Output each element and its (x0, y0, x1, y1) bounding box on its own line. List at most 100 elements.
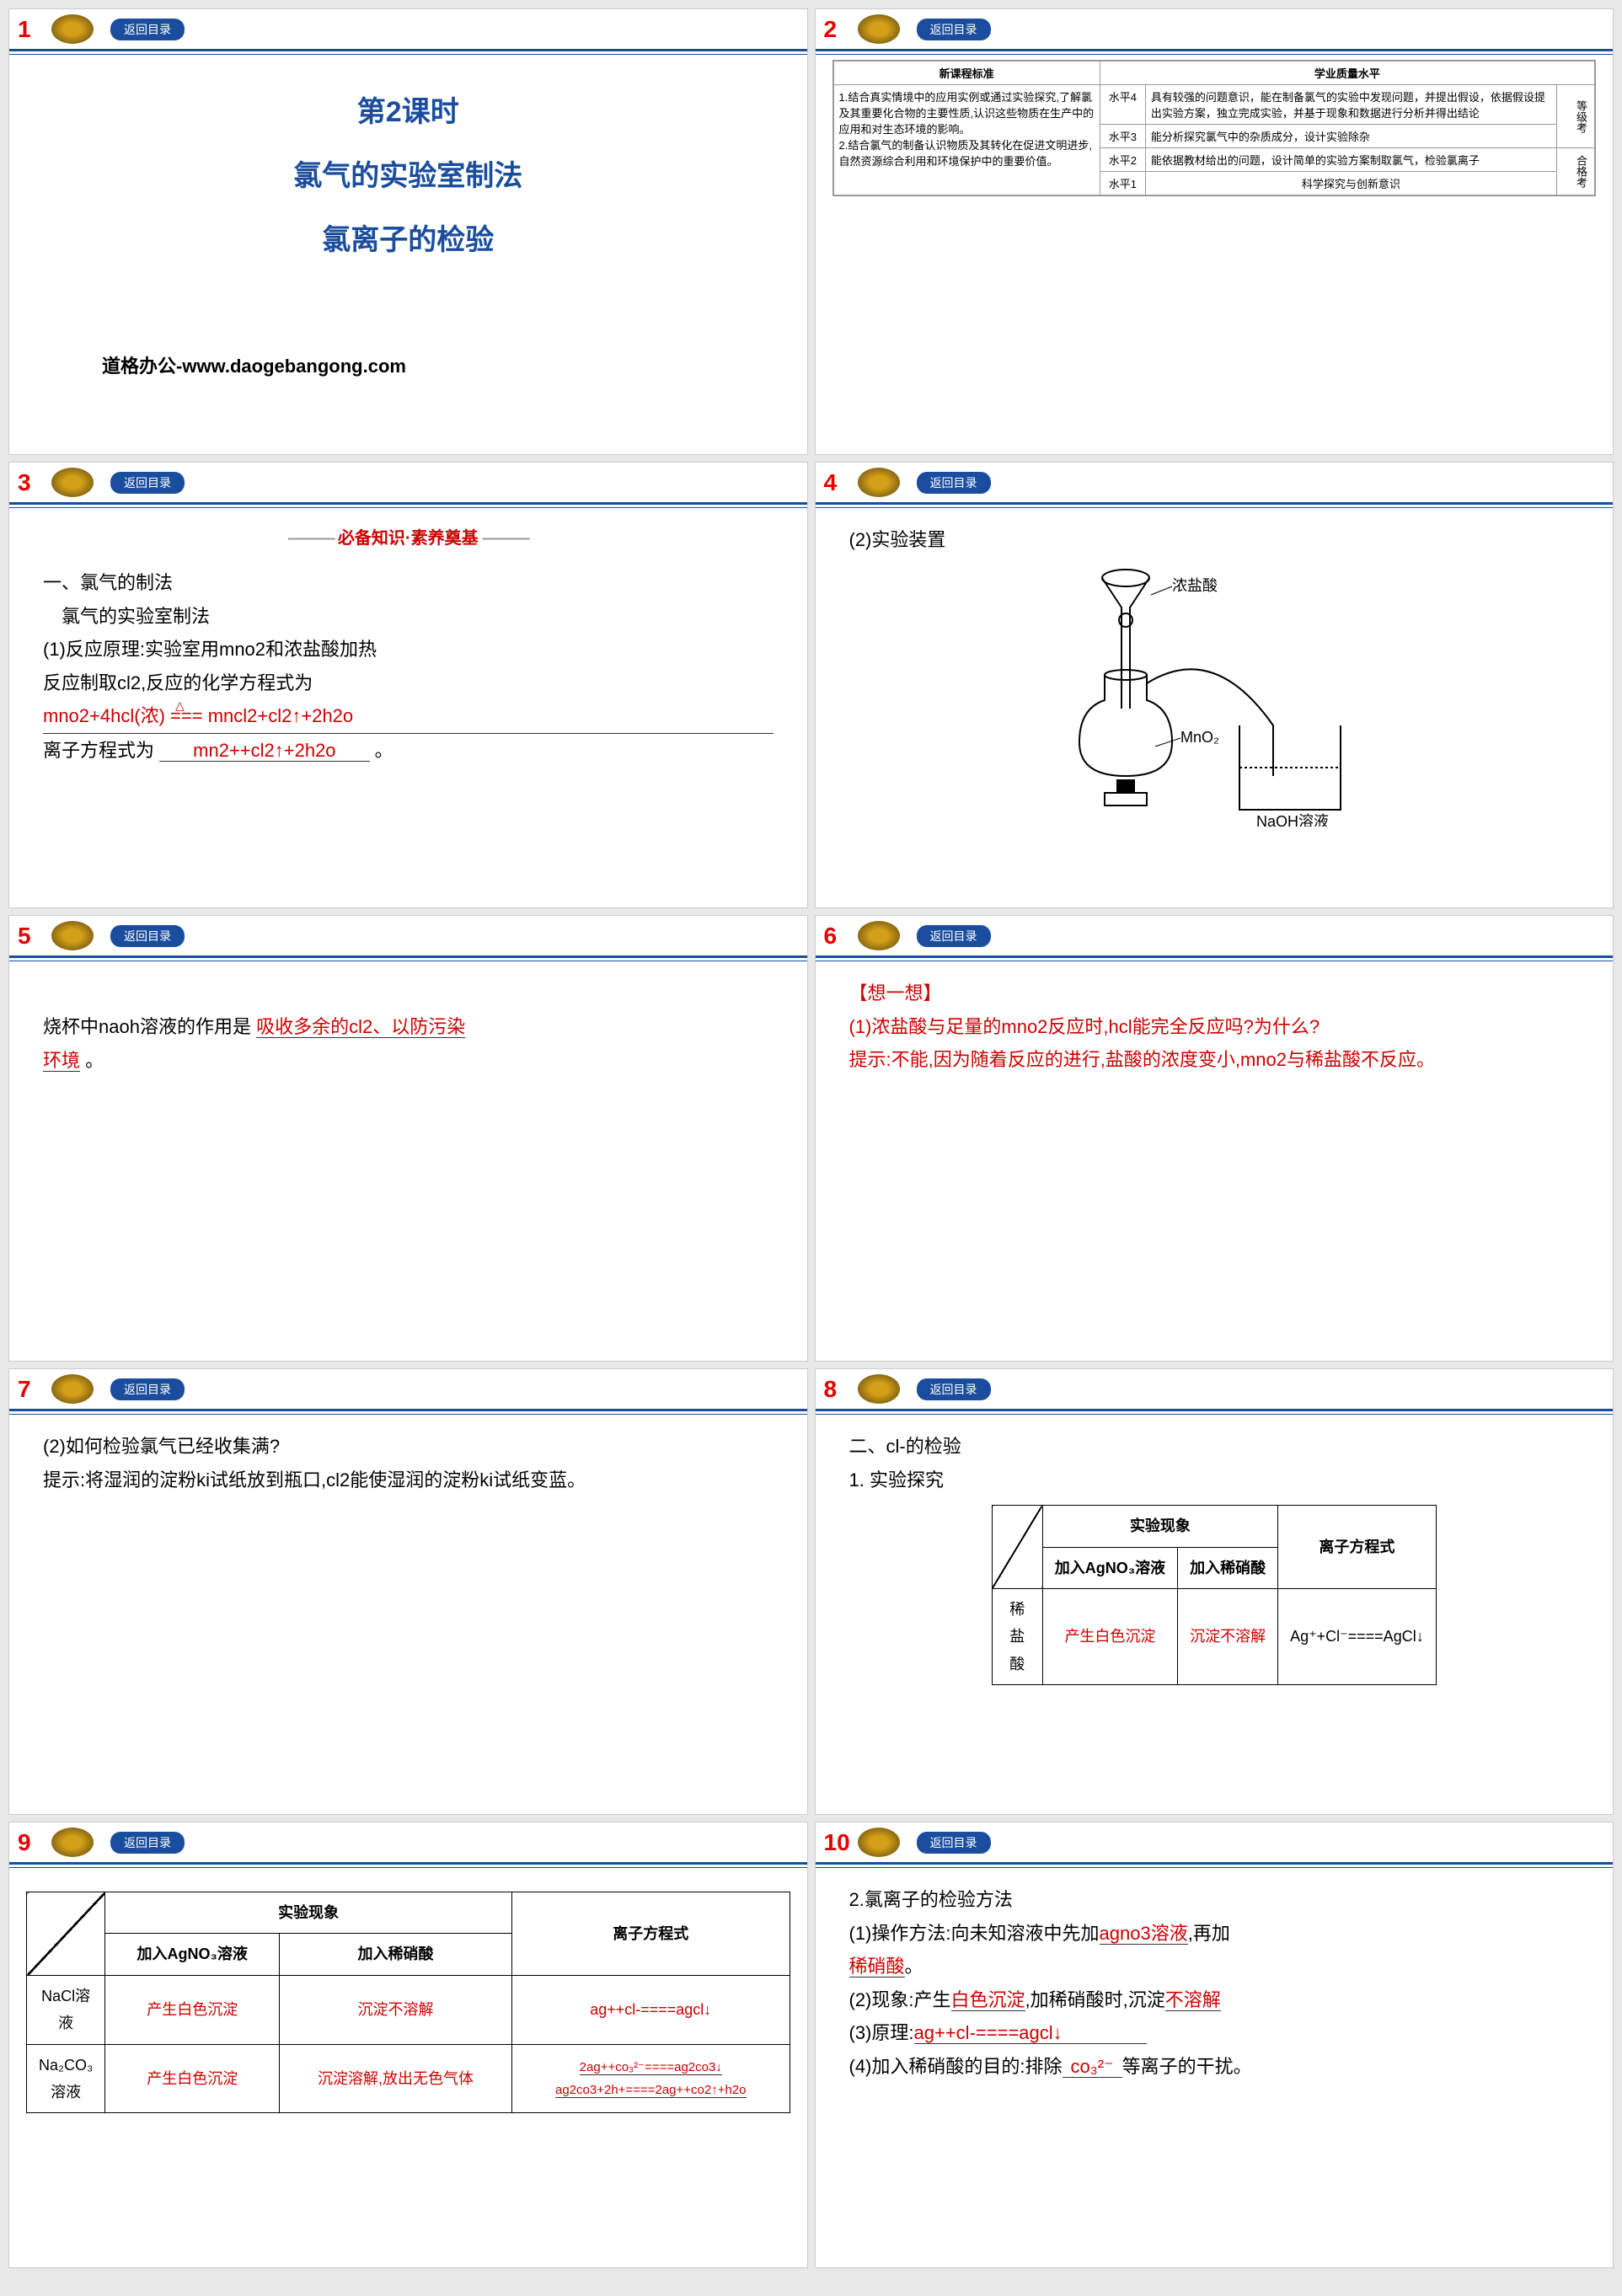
heading1: 一、氯气的制法 (43, 566, 774, 600)
slide-5: 5 返回目录 烧杯中naoh溶液的作用是 吸收多余的cl2、以防污染 环境 。 (8, 915, 808, 1362)
back-button[interactable]: 返回目录 (917, 925, 991, 947)
p1-cont: 稀硝酸。 (849, 1950, 1580, 1983)
back-button[interactable]: 返回目录 (917, 1832, 991, 1854)
content: 烧杯中naoh溶液的作用是 吸收多余的cl2、以防污染 环境 。 (9, 960, 807, 1094)
back-button[interactable]: 返回目录 (917, 19, 991, 40)
corner-cell (992, 1506, 1042, 1589)
th-phenom: 实验现象 (105, 1892, 512, 1934)
back-button[interactable]: 返回目录 (110, 1378, 185, 1400)
p1: 烧杯中naoh溶液的作用是 吸收多余的cl2、以防污染 (43, 1010, 774, 1044)
p3: 离子方程式为 mn2++cl2↑+2h2o 。 (43, 734, 774, 768)
cell: 产生白色沉淀 (105, 1975, 280, 2044)
slide-4: 4 返回目录 (2)实验装置 (815, 462, 1614, 908)
th-agno3: 加入AgNO₃溶液 (1042, 1547, 1177, 1588)
table-row: NaCl溶液 产生白色沉淀 沉淀不溶解 ag++cl-====agcl↓ (27, 1975, 790, 2044)
slide-3: 3 返回目录 必备知识·素养奠基 一、氯气的制法 氯气的实验室制法 (1)反应原… (8, 462, 808, 908)
back-button[interactable]: 返回目录 (110, 925, 185, 947)
slide-header: 返回目录 (9, 463, 807, 505)
content: (2)如何检验氯气已经收集满? 提示:将湿润的淀粉ki试纸放到瓶口,cl2能使湿… (9, 1413, 807, 1513)
slide-number: 4 (824, 469, 838, 496)
back-button[interactable]: 返回目录 (917, 1378, 991, 1400)
think-label: 【想一想】 (849, 977, 1580, 1010)
heading1: 二、cl-的检验 (849, 1430, 1580, 1464)
experiment-table: 实验现象 离子方程式 加入AgNO₃溶液 加入稀硝酸 稀盐酸 产生白色沉淀 沉淀… (992, 1505, 1437, 1685)
slide-header: 返回目录 (816, 463, 1614, 505)
watermark: 道格办公-www.daogebangong.com (102, 351, 406, 378)
slide-number: 9 (18, 1829, 31, 1856)
slide-header: 返回目录 (816, 9, 1614, 51)
back-button[interactable]: 返回目录 (110, 1832, 185, 1854)
standards-text: 1.结合真实情境中的应用实例或通过实验探究,了解氯及其重要化合物的主要性质,认识… (833, 85, 1100, 195)
tag-bot: 合格考 (1556, 148, 1594, 195)
apparatus-diagram: 浓盐酸 MnO₂ NaOH溶液 (1004, 557, 1425, 827)
logo-icon (858, 1828, 900, 1857)
row-label: Na₂CO₃溶液 (27, 2044, 105, 2113)
slide-header: 返回目录 (9, 1822, 807, 1865)
heading: (2)实验装置 (849, 523, 1580, 557)
back-button[interactable]: 返回目录 (110, 472, 185, 494)
logo-icon (858, 921, 900, 950)
slide-7: 7 返回目录 (2)如何检验氯气已经收集满? 提示:将湿润的淀粉ki试纸放到瓶口… (8, 1368, 808, 1815)
row-label: 稀盐酸 (992, 1588, 1042, 1684)
title-line1: 第2课时 (43, 87, 774, 138)
table-row: 稀盐酸 产生白色沉淀 沉淀不溶解 Ag⁺+Cl⁻====AgCl↓ (992, 1588, 1436, 1684)
table-row: Na₂CO₃溶液 产生白色沉淀 沉淀溶解,放出无色气体 2ag++co₃²⁻==… (27, 2044, 790, 2113)
slide-number: 8 (824, 1376, 838, 1403)
experiment-table: 实验现象 离子方程式 加入AgNO₃溶液 加入稀硝酸 NaCl溶液 产生白色沉淀… (26, 1892, 790, 2113)
slide-number: 7 (18, 1376, 31, 1403)
slide-header: 返回目录 (816, 1369, 1614, 1411)
th-phenom: 实验现象 (1042, 1506, 1277, 1547)
level2: 水平2 (1100, 148, 1145, 172)
label-hcl: 浓盐酸 (1172, 577, 1218, 594)
heading2: 1. 实验探究 (849, 1464, 1580, 1497)
slide-2: 2 返回目录 新课程标准 学业质量水平 1.结合真实情境中的应用实例或通过实验探… (815, 8, 1614, 455)
slide-1: 1 返回目录 第2课时 氯气的实验室制法 氯离子的检验 道格办公-www.dao… (8, 8, 808, 455)
level4: 水平4 (1100, 85, 1145, 125)
p2: (2)现象:产生白色沉淀,加稀硝酸时,沉淀不溶解 (849, 1983, 1580, 2017)
back-button[interactable]: 返回目录 (917, 472, 991, 494)
slide-number: 2 (824, 16, 838, 43)
equation1: mno2+4hcl(浓) ===△ mncl2+cl2↑+2h2o (43, 699, 774, 734)
desc3: 能分析探究氯气中的杂质成分，设计实验除杂 (1145, 125, 1556, 148)
slide-header: 返回目录 (9, 1369, 807, 1411)
slide-10: 10 返回目录 2.氯离子的检验方法 (1)操作方法:向未知溶液中先加agno3… (815, 1822, 1614, 2268)
level3: 水平3 (1100, 125, 1145, 148)
section-header: 必备知识·素养奠基 (43, 523, 774, 554)
question2: (2)如何检验氯气已经收集满? (43, 1430, 774, 1464)
content: 二、cl-的检验 1. 实验探究 实验现象 离子方程式 加入AgNO₃溶液 加入… (816, 1413, 1614, 1710)
slide-header: 返回目录 (816, 1822, 1614, 1865)
p3: (3)原理:ag++cl-====agcl↓ (849, 2016, 1580, 2050)
heading: 2.氯离子的检验方法 (849, 1883, 1580, 1917)
cell: 沉淀不溶解 (280, 1975, 512, 2044)
p1: (1)操作方法:向未知溶液中先加agno3溶液,再加 (849, 1917, 1580, 1951)
p2: 环境 。 (43, 1044, 774, 1078)
logo-icon (858, 468, 900, 497)
slide-header: 返回目录 (9, 916, 807, 958)
title-line2: 氯气的实验室制法 (43, 151, 774, 202)
col1-header: 新课程标准 (833, 62, 1100, 85)
footer: 科学探究与创新意识 (1145, 172, 1556, 195)
back-button[interactable]: 返回目录 (110, 19, 185, 40)
content: 必备知识·素养奠基 一、氯气的制法 氯气的实验室制法 (1)反应原理:实验室用m… (9, 506, 807, 784)
logo-icon (51, 14, 94, 44)
row-label: NaCl溶液 (27, 1975, 105, 2044)
standards-table: 新课程标准 学业质量水平 1.结合真实情境中的应用实例或通过实验探究,了解氯及其… (832, 60, 1597, 196)
label-naoh: NaOH溶液 (1256, 813, 1329, 827)
cell: 沉淀溶解,放出无色气体 (280, 2044, 512, 2113)
slide-9: 9 返回目录 实验现象 离子方程式 加入AgNO₃溶液 加入稀硝酸 NaCl溶液… (8, 1822, 808, 2268)
cell: 2ag++co₃²⁻====ag2co3↓ ag2co3+2h+====2ag+… (512, 2044, 790, 2113)
slide-number: 3 (18, 469, 31, 496)
logo-icon (51, 468, 94, 497)
slide-number: 6 (824, 923, 838, 950)
cell: 产生白色沉淀 (1042, 1588, 1177, 1684)
logo-icon (51, 1374, 94, 1404)
logo-icon (51, 921, 94, 950)
slide-header: 返回目录 (816, 916, 1614, 958)
hint: 提示:将湿润的淀粉ki试纸放到瓶口,cl2能使湿润的淀粉ki试纸变蓝。 (43, 1464, 774, 1497)
corner-cell (27, 1892, 105, 1976)
th-ion: 离子方程式 (512, 1892, 790, 1976)
slide-number: 1 (18, 16, 31, 43)
level1: 水平1 (1100, 172, 1145, 195)
label-mno2: MnO₂ (1180, 729, 1219, 746)
logo-icon (858, 14, 900, 44)
